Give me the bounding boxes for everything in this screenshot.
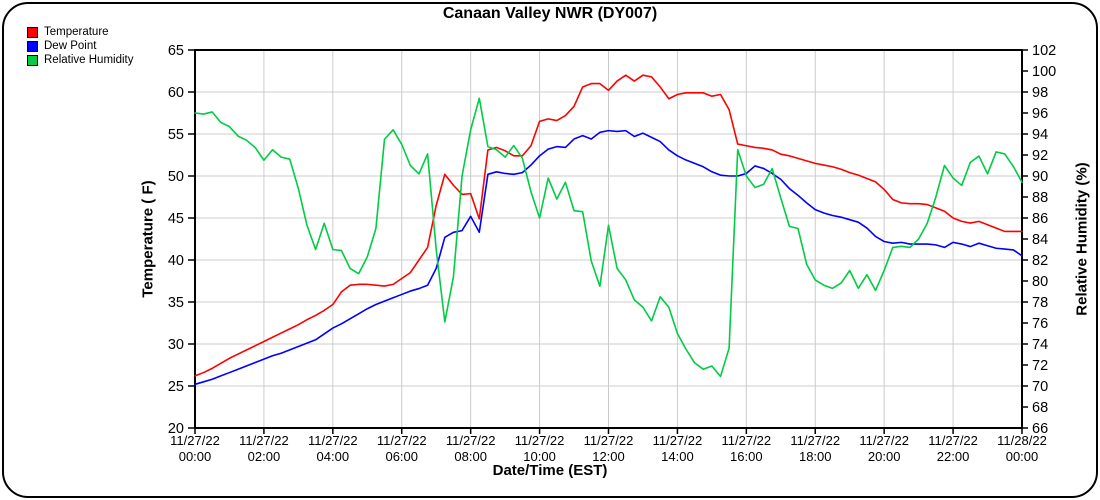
x-tick-time-label: 06:00	[385, 449, 418, 464]
x-tick-time-label: 08:00	[454, 449, 487, 464]
legend: Temperature Dew Point Relative Humidity	[27, 25, 133, 67]
y-axis-right-tick-label: 72	[1032, 358, 1048, 374]
x-tick-time-label: 18:00	[799, 449, 832, 464]
y-axis-left-tick-label: 50	[168, 169, 184, 185]
x-tick-date-label: 11/27/22	[653, 433, 703, 448]
y-axis-right-tick-label: 82	[1032, 253, 1048, 269]
x-tick-date-label: 11/27/22	[928, 433, 978, 448]
y-axis-left-tick-label: 55	[168, 127, 184, 143]
series-line-dew-point	[194, 129, 1023, 386]
legend-label: Dew Point	[44, 40, 97, 52]
y-axis-left-tick-label: 40	[168, 253, 184, 269]
y-axis-left-tick-label: 25	[168, 379, 184, 395]
legend-item-temperature: Temperature	[27, 25, 133, 39]
x-tick-time-label: 22:00	[937, 449, 970, 464]
y-axis-right-tick-label: 76	[1032, 316, 1048, 332]
x-tick-date-label: 11/27/22	[446, 433, 496, 448]
x-axis-title: Date/Time (EST)	[492, 462, 608, 479]
legend-label: Temperature	[44, 26, 109, 38]
series-line-temperature	[194, 74, 1023, 377]
relative-humidity-swatch-icon	[27, 54, 38, 66]
x-tick-time-label: 10:00	[523, 449, 556, 464]
chart-title: Canaan Valley NWR (DY007)	[442, 5, 658, 22]
y-axis-left-tick-label: 30	[168, 337, 184, 353]
y-axis-right-tick-label: 100	[1032, 64, 1056, 80]
y-axis-left-tick-label: 45	[168, 211, 184, 227]
y-axis-right-tick-label: 80	[1032, 274, 1048, 290]
y-axis-right-tick-label: 102	[1032, 43, 1056, 59]
y-axis-right-tick-label: 86	[1032, 211, 1048, 227]
legend-item-dew-point: Dew Point	[27, 39, 133, 53]
x-tick-date-label: 11/27/22	[170, 433, 220, 448]
y-axis-right-tick-label: 68	[1032, 400, 1048, 416]
x-tick-date-label: 11/27/22	[308, 433, 358, 448]
x-tick-time-label: 02:00	[248, 449, 281, 464]
y-axis-right-tick-label: 84	[1032, 232, 1048, 248]
x-tick-time-label: 14:00	[661, 449, 694, 464]
y-axis-left-title: Temperature ( F)	[139, 180, 157, 298]
y-axis-right-tick-label: 96	[1032, 106, 1048, 122]
y-axis-right-tick-label: 90	[1032, 169, 1048, 185]
y-axis-right-tick-label: 74	[1032, 337, 1048, 353]
y-axis-left-tick-label: 20	[168, 421, 184, 437]
y-axis-right-title: Relative Humidity (%)	[1073, 162, 1091, 316]
x-tick-date-label: 11/27/22	[722, 433, 772, 448]
y-axis-right-tick-label: 94	[1032, 127, 1048, 143]
x-tick-time-label: 20:00	[868, 449, 901, 464]
y-axis-right-tick-label: 88	[1032, 190, 1048, 206]
y-axis-right-tick-label: 92	[1032, 148, 1048, 164]
y-axis-right-tick-label: 78	[1032, 295, 1048, 311]
y-axis-right-tick-label: 98	[1032, 85, 1048, 101]
x-tick-date-label: 11/27/22	[515, 433, 565, 448]
series-line-relative-humidity	[194, 97, 1023, 378]
x-tick-date-label: 11/27/22	[377, 433, 427, 448]
x-tick-time-label: 00:00	[179, 449, 212, 464]
x-tick-time-label: 16:00	[730, 449, 763, 464]
legend-item-relative-humidity: Relative Humidity	[27, 53, 133, 67]
legend-label: Relative Humidity	[44, 54, 134, 66]
x-tick-time-label: 00:00	[1006, 449, 1039, 464]
x-tick-date-label: 11/27/22	[790, 433, 840, 448]
y-axis-left-tick-label: 35	[168, 295, 184, 311]
x-tick-date-label: 11/27/22	[584, 433, 634, 448]
x-tick-date-label: 11/27/22	[239, 433, 289, 448]
x-tick-time-label: 04:00	[317, 449, 350, 464]
x-tick-time-label: 12:00	[592, 449, 625, 464]
x-tick-date-label: 11/28/22	[997, 433, 1047, 448]
y-axis-left-tick-label: 60	[168, 85, 184, 101]
x-tick-date-label: 11/27/22	[859, 433, 909, 448]
y-axis-right-tick-label: 66	[1032, 421, 1048, 437]
y-axis-left-tick-label: 65	[168, 43, 184, 59]
dew-point-swatch-icon	[27, 40, 38, 52]
y-axis-right-tick-label: 70	[1032, 379, 1048, 395]
temperature-swatch-icon	[27, 26, 38, 38]
